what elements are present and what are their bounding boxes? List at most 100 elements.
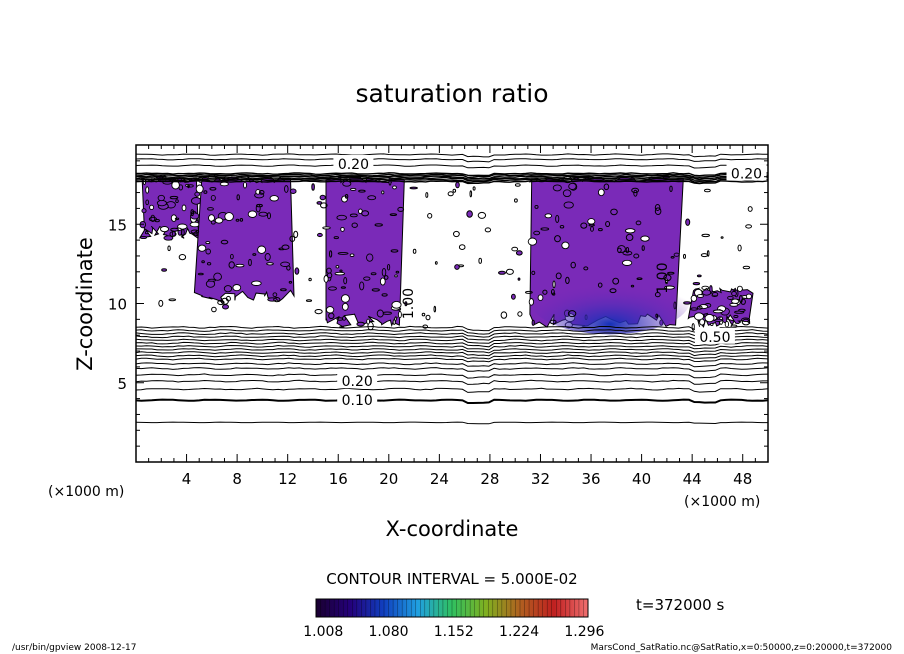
contour-island xyxy=(272,292,278,298)
contour-island xyxy=(667,271,675,275)
contour-island xyxy=(727,295,734,300)
contour-island xyxy=(356,321,365,327)
contour-island xyxy=(525,290,533,294)
contour-island xyxy=(484,227,492,233)
contour-island xyxy=(210,220,216,225)
contour-island xyxy=(531,270,536,276)
contour-island xyxy=(692,282,701,286)
contour-island xyxy=(387,263,391,271)
contour-island xyxy=(281,244,290,250)
contour-island xyxy=(409,186,418,190)
contour-island xyxy=(559,224,565,229)
contour-island xyxy=(251,280,262,286)
contour-island xyxy=(169,195,179,200)
contour-line xyxy=(136,338,768,344)
contour-island xyxy=(224,212,234,222)
contour-island xyxy=(700,253,709,258)
contour-island xyxy=(381,190,385,195)
contour-island xyxy=(697,305,703,310)
contour-island xyxy=(514,183,521,187)
contour-label: 0.20 xyxy=(338,157,369,173)
contour-island xyxy=(328,286,337,291)
colorbar-tick-label: 1.152 xyxy=(434,624,474,640)
y-tick-label: 5 xyxy=(117,375,127,393)
contour-island xyxy=(447,191,454,197)
contour-line xyxy=(136,178,768,184)
contour-island xyxy=(213,272,222,281)
y-tick-label: 15 xyxy=(108,216,127,234)
contour-island xyxy=(383,275,389,280)
x-unit-left: (×1000 m) xyxy=(48,484,124,500)
contour-island xyxy=(258,211,268,217)
contour-island xyxy=(597,282,603,288)
contour-line xyxy=(136,158,768,163)
contour-island xyxy=(736,285,743,292)
contour-island xyxy=(729,302,739,307)
contour-line xyxy=(136,398,768,404)
contour-island xyxy=(222,304,229,310)
x-tick-label: 12 xyxy=(278,470,297,488)
contour-island xyxy=(434,261,438,265)
contour-island xyxy=(322,226,331,230)
colorbar-tick-labels: 1.008 1.080 1.152 1.224 1.296 xyxy=(303,624,604,640)
contour-island xyxy=(181,204,187,212)
contour-island xyxy=(706,250,710,257)
contour-island xyxy=(517,311,523,317)
contour-island xyxy=(389,213,398,217)
contour-island xyxy=(190,229,200,234)
contour-island xyxy=(214,217,224,224)
x-tick-label: 40 xyxy=(632,470,651,488)
contour-line xyxy=(136,180,768,185)
contour-island xyxy=(314,309,323,315)
contour-line xyxy=(136,341,768,348)
contour-island xyxy=(267,212,271,220)
contour-island xyxy=(340,226,345,232)
contour-island xyxy=(397,206,405,212)
contour-island xyxy=(239,218,244,222)
contour-island xyxy=(289,188,297,194)
contour-island xyxy=(190,209,194,217)
contour-island xyxy=(392,185,397,190)
contour-island xyxy=(655,313,659,318)
contour-island xyxy=(289,235,296,243)
contour-island xyxy=(641,245,645,251)
colorbar-tick-label: 1.224 xyxy=(499,624,539,640)
contour-island xyxy=(690,294,698,302)
contour-island xyxy=(391,300,402,309)
contour-island xyxy=(170,227,179,232)
contour-island xyxy=(336,317,344,321)
contour-island xyxy=(328,312,335,319)
contour-island xyxy=(549,319,557,325)
contour-island xyxy=(683,253,686,259)
contour-island xyxy=(320,202,328,209)
x-tick-label: 24 xyxy=(430,470,449,488)
contour-island xyxy=(425,314,431,321)
x-tick-label: 4 xyxy=(182,470,192,488)
contour-island xyxy=(144,230,149,235)
contour-island xyxy=(562,189,572,198)
colorbar-tick-label: 1.080 xyxy=(368,624,408,640)
contour-island xyxy=(598,228,603,232)
contour-line xyxy=(136,172,768,177)
contour-island xyxy=(633,253,640,259)
contour-island xyxy=(427,213,433,219)
contour-island xyxy=(544,213,553,219)
contour-island xyxy=(228,261,235,269)
contour-island xyxy=(555,214,560,223)
contour-line xyxy=(136,175,768,180)
contour-island xyxy=(742,265,751,270)
contour-island xyxy=(160,226,169,233)
contour-label: 0.20 xyxy=(731,167,762,183)
contour-island xyxy=(340,286,346,289)
contour-island xyxy=(469,190,473,198)
contour-island xyxy=(669,185,673,193)
contour-island xyxy=(704,313,715,323)
contour-island xyxy=(334,271,346,276)
contour-island xyxy=(455,181,460,189)
contour-island xyxy=(531,319,535,326)
contour-island xyxy=(205,248,211,255)
contour-island xyxy=(336,214,347,221)
contour-island xyxy=(747,206,753,212)
contour-island xyxy=(567,310,577,318)
contour-island xyxy=(397,311,402,319)
